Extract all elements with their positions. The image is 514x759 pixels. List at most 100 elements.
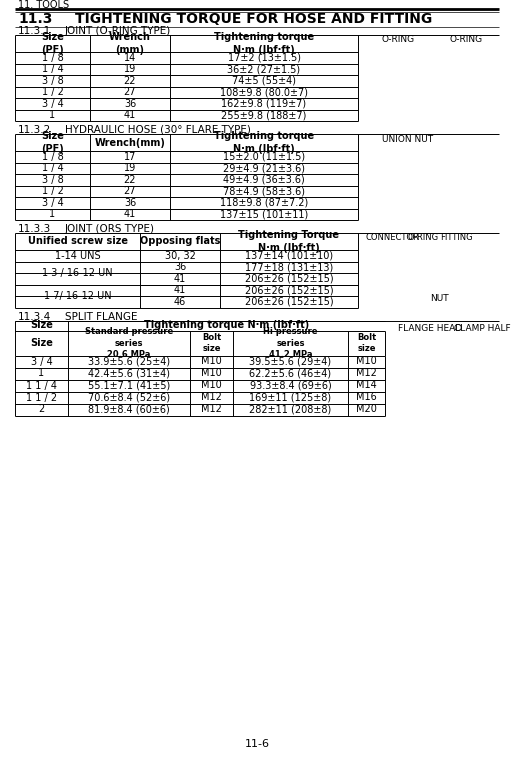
Text: Size: Size xyxy=(30,338,53,348)
Text: 1 1 / 4: 1 1 / 4 xyxy=(26,380,57,390)
Text: M20: M20 xyxy=(356,405,377,414)
Text: JOINT (ORS TYPE): JOINT (ORS TYPE) xyxy=(65,224,155,234)
Text: FLANGE HEAD: FLANGE HEAD xyxy=(398,324,462,333)
Text: 36: 36 xyxy=(174,263,186,272)
Text: Size: Size xyxy=(30,320,53,330)
Text: 1 / 4: 1 / 4 xyxy=(42,65,63,74)
Text: 15±2.0 (11±1.5): 15±2.0 (11±1.5) xyxy=(223,152,305,162)
Text: O-RING: O-RING xyxy=(382,34,415,43)
Text: 19: 19 xyxy=(124,163,136,173)
Text: 93.3±8.4 (69±6): 93.3±8.4 (69±6) xyxy=(250,380,332,390)
Text: 33.9±5.6 (25±4): 33.9±5.6 (25±4) xyxy=(88,357,170,367)
Text: TIGHTENING TORQUE FOR HOSE AND FITTING: TIGHTENING TORQUE FOR HOSE AND FITTING xyxy=(75,12,432,26)
Text: Tightening torque
N·m (lbf·ft): Tightening torque N·m (lbf·ft) xyxy=(214,33,314,55)
Text: Wrench
(mm): Wrench (mm) xyxy=(109,33,151,55)
Text: 17±2 (13±1.5): 17±2 (13±1.5) xyxy=(228,52,301,63)
Text: 62.2±5.6 (46±4): 62.2±5.6 (46±4) xyxy=(249,369,332,379)
Text: 70.6±8.4 (52±6): 70.6±8.4 (52±6) xyxy=(88,392,170,402)
Text: 1 / 8: 1 / 8 xyxy=(42,152,63,162)
Text: 41: 41 xyxy=(124,209,136,219)
Text: 22: 22 xyxy=(124,175,136,184)
Text: M10: M10 xyxy=(201,357,222,367)
Text: 36: 36 xyxy=(124,99,136,109)
Text: M12: M12 xyxy=(356,369,377,379)
Text: 11.3: 11.3 xyxy=(18,12,52,26)
Text: Bolt
size: Bolt size xyxy=(202,333,221,353)
Text: 1 1 / 2: 1 1 / 2 xyxy=(26,392,57,402)
Text: HYDRAULIC HOSE (30° FLARE TYPE): HYDRAULIC HOSE (30° FLARE TYPE) xyxy=(65,125,251,135)
Text: 177±18 (131±13): 177±18 (131±13) xyxy=(245,263,333,272)
Text: 11.3.3: 11.3.3 xyxy=(18,224,51,234)
Text: 29±4.9 (21±3.6): 29±4.9 (21±3.6) xyxy=(223,163,305,173)
Text: 49±4.9 (36±3.6): 49±4.9 (36±3.6) xyxy=(223,175,305,184)
Text: 3 / 4: 3 / 4 xyxy=(31,357,52,367)
Text: 118±9.8 (87±7.2): 118±9.8 (87±7.2) xyxy=(220,198,308,208)
Text: 22: 22 xyxy=(124,76,136,86)
Text: 255±9.8 (188±7): 255±9.8 (188±7) xyxy=(222,110,307,120)
Text: 41: 41 xyxy=(174,274,186,284)
Text: Standard pressure
series
20.6 MPa: Standard pressure series 20.6 MPa xyxy=(85,327,173,358)
Text: Wrench(mm): Wrench(mm) xyxy=(95,137,166,147)
Text: 108±9.8 (80.0±7): 108±9.8 (80.0±7) xyxy=(220,87,308,97)
Text: 1-14 UNS: 1-14 UNS xyxy=(54,250,100,261)
Text: M10: M10 xyxy=(201,380,222,390)
Text: 55.1±7.1 (41±5): 55.1±7.1 (41±5) xyxy=(88,380,170,390)
Text: 74±5 (55±4): 74±5 (55±4) xyxy=(232,76,296,86)
Text: Size
(PF): Size (PF) xyxy=(41,33,64,55)
Text: O-RING: O-RING xyxy=(450,34,483,43)
Text: 36±2 (27±1.5): 36±2 (27±1.5) xyxy=(227,65,301,74)
Text: Tightening torque
N·m (lbf·ft): Tightening torque N·m (lbf·ft) xyxy=(214,131,314,154)
Text: CLAMP HALF: CLAMP HALF xyxy=(454,324,510,333)
Text: 11-6: 11-6 xyxy=(245,739,269,749)
Text: 3 / 4: 3 / 4 xyxy=(42,99,63,109)
Text: 42.4±5.6 (31±4): 42.4±5.6 (31±4) xyxy=(88,369,170,379)
Text: 46: 46 xyxy=(174,297,186,307)
Text: M14: M14 xyxy=(356,380,377,390)
Text: 3 / 8: 3 / 8 xyxy=(42,175,63,184)
Text: 14: 14 xyxy=(124,52,136,63)
Text: 206±26 (152±15): 206±26 (152±15) xyxy=(245,274,333,284)
Text: 19: 19 xyxy=(124,65,136,74)
Text: 206±26 (152±15): 206±26 (152±15) xyxy=(245,285,333,295)
Text: 1 / 2: 1 / 2 xyxy=(42,87,63,97)
Text: 27: 27 xyxy=(124,87,136,97)
Text: 137±14 (101±10): 137±14 (101±10) xyxy=(245,250,333,261)
Text: 41: 41 xyxy=(174,285,186,295)
Text: NUT: NUT xyxy=(430,294,449,303)
Text: Opposing flats: Opposing flats xyxy=(140,237,220,247)
Text: 162±9.8 (119±7): 162±9.8 (119±7) xyxy=(222,99,306,109)
Text: M10: M10 xyxy=(356,357,377,367)
Text: 11.3.4: 11.3.4 xyxy=(18,311,51,322)
Text: 1 7/ 16-12 UN: 1 7/ 16-12 UN xyxy=(44,291,112,301)
Text: 11.3.1: 11.3.1 xyxy=(18,26,51,36)
Text: 282±11 (208±8): 282±11 (208±8) xyxy=(249,405,332,414)
Text: 1 / 4: 1 / 4 xyxy=(42,163,63,173)
Text: 206±26 (152±15): 206±26 (152±15) xyxy=(245,297,333,307)
Text: CONNECTOR: CONNECTOR xyxy=(365,234,419,242)
Text: 137±15 (101±11): 137±15 (101±11) xyxy=(220,209,308,219)
Text: 3 / 8: 3 / 8 xyxy=(42,76,63,86)
Text: Unified screw size: Unified screw size xyxy=(28,237,127,247)
Text: 11.3.2: 11.3.2 xyxy=(18,125,51,135)
Text: 78±4.9 (58±3.6): 78±4.9 (58±3.6) xyxy=(223,186,305,197)
Text: Bolt
size: Bolt size xyxy=(357,333,376,353)
Text: 27: 27 xyxy=(124,186,136,197)
Text: 2: 2 xyxy=(39,405,45,414)
Text: 1: 1 xyxy=(49,110,56,120)
Text: FITTING: FITTING xyxy=(440,234,473,242)
Text: 17: 17 xyxy=(124,152,136,162)
Text: 39.5±5.6 (29±4): 39.5±5.6 (29±4) xyxy=(249,357,332,367)
Text: Tightening Torque
N·m (lbf·ft): Tightening Torque N·m (lbf·ft) xyxy=(238,230,340,253)
Text: Size
(PF): Size (PF) xyxy=(41,131,64,154)
Text: 81.9±8.4 (60±6): 81.9±8.4 (60±6) xyxy=(88,405,170,414)
Text: UNION NUT: UNION NUT xyxy=(382,134,433,143)
Text: O-RING: O-RING xyxy=(408,234,439,242)
Text: M10: M10 xyxy=(201,369,222,379)
Text: 169±11 (125±8): 169±11 (125±8) xyxy=(249,392,332,402)
Text: 1: 1 xyxy=(49,209,56,219)
Text: 30, 32: 30, 32 xyxy=(164,250,195,261)
Text: JOINT (O-RING TYPE): JOINT (O-RING TYPE) xyxy=(65,26,171,36)
Text: M12: M12 xyxy=(201,405,222,414)
Text: M12: M12 xyxy=(201,392,222,402)
Text: 11. TOOLS: 11. TOOLS xyxy=(18,0,69,10)
